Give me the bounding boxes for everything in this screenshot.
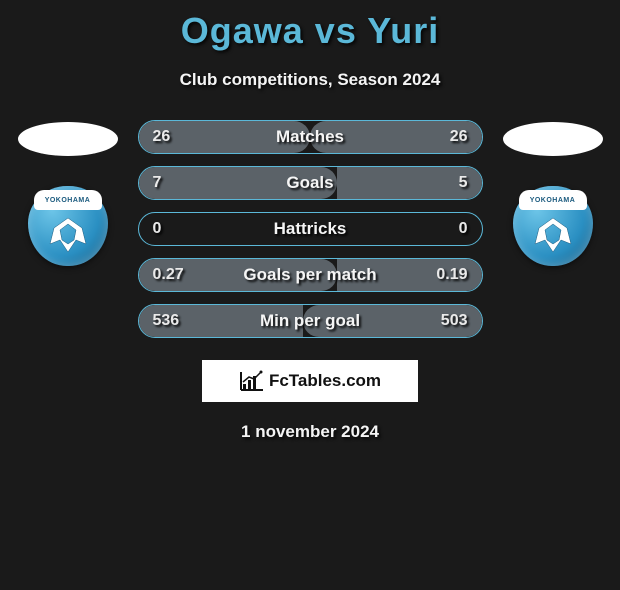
bar-label: Matches — [139, 127, 482, 147]
left-player-column: YOKOHAMA — [8, 120, 128, 266]
left-club-badge: YOKOHAMA — [28, 186, 108, 266]
left-player-avatar — [18, 122, 118, 156]
left-club-text: YOKOHAMA — [34, 190, 102, 210]
bar-value-right: 26 — [450, 128, 468, 146]
right-player-avatar — [503, 122, 603, 156]
bar-value-right: 0 — [459, 220, 468, 238]
stats-bars: 26Matches26 7Goals5 0Hattricks0 0.27Goals p… — [138, 120, 483, 338]
right-club-badge: YOKOHAMA — [513, 186, 593, 266]
watermark-text: FcTables.com — [269, 371, 381, 391]
stat-bar: 0Hattricks0 — [138, 212, 483, 246]
right-club-bird-icon — [531, 214, 575, 254]
watermark: FcTables.com — [202, 360, 418, 402]
bar-label: Min per goal — [139, 311, 482, 331]
page-subtitle: Club competitions, Season 2024 — [0, 70, 620, 90]
bar-label: Hattricks — [139, 219, 482, 239]
bar-label: Goals — [139, 173, 482, 193]
comparison-columns: YOKOHAMA 26Matches26 7Goals5 0Hattricks0 0.… — [0, 120, 620, 338]
bar-value-right: 0.19 — [436, 266, 467, 284]
stat-bar: 0.27Goals per match0.19 — [138, 258, 483, 292]
stat-bar: 536Min per goal503 — [138, 304, 483, 338]
bar-label: Goals per match — [139, 265, 482, 285]
stat-bar: 26Matches26 — [138, 120, 483, 154]
stat-bar: 7Goals5 — [138, 166, 483, 200]
right-player-column: YOKOHAMA — [493, 120, 613, 266]
bar-value-right: 5 — [459, 174, 468, 192]
left-club-bird-icon — [46, 214, 90, 254]
bar-value-right: 503 — [441, 312, 468, 330]
page-title: Ogawa vs Yuri — [0, 10, 620, 52]
date-label: 1 november 2024 — [0, 422, 620, 442]
watermark-chart-icon — [239, 370, 265, 392]
right-club-text: YOKOHAMA — [519, 190, 587, 210]
